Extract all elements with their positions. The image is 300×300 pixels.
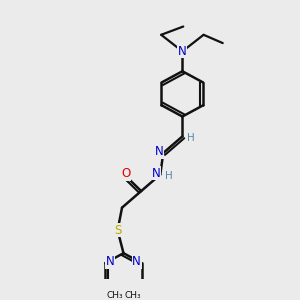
Text: CH₃: CH₃ xyxy=(106,291,123,300)
Text: S: S xyxy=(114,224,121,237)
Text: N: N xyxy=(106,255,115,268)
Text: N: N xyxy=(132,255,141,268)
Text: N: N xyxy=(154,145,163,158)
Text: N: N xyxy=(178,45,187,58)
Text: CH₃: CH₃ xyxy=(124,291,141,300)
Text: H: H xyxy=(187,133,194,143)
Text: O: O xyxy=(121,167,130,181)
Text: N: N xyxy=(152,167,160,180)
Text: H: H xyxy=(165,171,173,181)
